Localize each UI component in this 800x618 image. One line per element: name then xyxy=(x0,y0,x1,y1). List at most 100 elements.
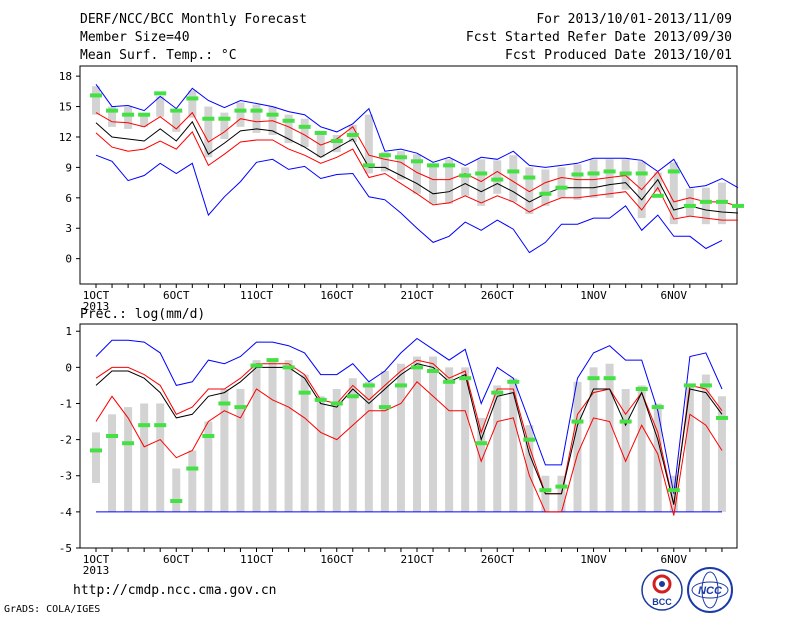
median-marker xyxy=(202,434,215,438)
median-marker xyxy=(170,499,183,504)
box-bar xyxy=(364,381,373,512)
median-marker xyxy=(346,132,359,137)
y-tick-label: 12 xyxy=(59,131,72,144)
box-bar xyxy=(589,159,598,198)
median-marker xyxy=(138,112,151,117)
series-line-min xyxy=(95,154,723,254)
median-marker xyxy=(699,383,712,388)
box-bar xyxy=(637,385,646,512)
y-tick-label: 0 xyxy=(65,253,72,266)
median-marker xyxy=(394,155,407,160)
y-tick-label: 6 xyxy=(65,192,72,205)
x-tick-label: 1OCT xyxy=(83,289,110,302)
box-bar xyxy=(685,385,694,512)
box-bar xyxy=(380,152,389,172)
median-marker xyxy=(90,93,102,98)
median-marker xyxy=(491,177,504,182)
box-bar xyxy=(236,102,245,127)
median-marker xyxy=(394,383,407,388)
box-bar xyxy=(509,378,518,512)
median-marker xyxy=(683,203,696,208)
series-line-max xyxy=(95,84,739,189)
series-line-mean xyxy=(95,120,739,214)
box-bar xyxy=(557,167,566,198)
box-bar xyxy=(589,367,598,512)
plot-frame xyxy=(79,323,738,549)
median-marker xyxy=(266,358,279,363)
box-bar xyxy=(108,414,117,512)
median-marker xyxy=(138,423,151,428)
median-marker xyxy=(106,434,119,438)
median-marker xyxy=(619,419,632,424)
median-marker xyxy=(587,171,600,176)
box-bar xyxy=(204,106,213,158)
box-bar xyxy=(252,104,261,133)
median-marker xyxy=(667,169,680,174)
box-bar xyxy=(541,169,550,206)
median-marker xyxy=(250,108,263,113)
box-bar xyxy=(461,167,470,196)
median-marker xyxy=(362,383,375,388)
box-bar xyxy=(477,159,486,206)
x-tick-label: 26OCT xyxy=(481,289,514,302)
box-bar xyxy=(316,130,325,158)
box-bar xyxy=(429,356,438,512)
box-bar xyxy=(669,162,678,225)
median-marker xyxy=(186,96,199,101)
series-line-mean xyxy=(95,363,723,505)
x-tick-label: 16OCT xyxy=(320,289,353,302)
median-marker xyxy=(154,423,167,428)
y-tick-label: 15 xyxy=(59,101,72,114)
median-marker xyxy=(443,163,456,168)
median-marker xyxy=(635,387,648,392)
median-marker xyxy=(330,401,343,406)
member-size-label: Member Size=40 xyxy=(80,30,190,45)
x-tick-label: 26OCT xyxy=(481,553,514,566)
y-tick-label: 18 xyxy=(59,70,72,83)
box-bar xyxy=(284,360,293,512)
box-bar xyxy=(124,407,133,512)
median-marker xyxy=(90,448,102,453)
median-marker xyxy=(346,394,359,399)
box-bar xyxy=(236,389,245,512)
x-tick-label: 16OCT xyxy=(320,553,353,566)
median-marker xyxy=(635,171,648,176)
series-line-lower xyxy=(95,131,738,221)
y-tick-label: 1 xyxy=(65,325,72,338)
median-marker xyxy=(683,383,696,388)
median-marker xyxy=(186,466,199,471)
box-bar xyxy=(396,363,405,512)
ncc-logo: NCC xyxy=(687,567,733,613)
median-marker xyxy=(491,390,504,395)
median-marker xyxy=(282,118,295,123)
box-bar xyxy=(172,112,181,132)
median-marker xyxy=(507,169,520,174)
box-bar xyxy=(701,187,710,225)
ncc-logo-text: NCC xyxy=(698,585,723,597)
y-tick-label: -2 xyxy=(59,434,72,447)
box-bar xyxy=(477,417,486,512)
median-marker xyxy=(539,488,552,493)
box-bar xyxy=(413,356,421,512)
box-bar xyxy=(605,159,614,198)
box-bar xyxy=(188,90,197,118)
box-bar xyxy=(92,432,100,483)
median-marker xyxy=(459,376,472,381)
y-tick-label: -1 xyxy=(59,397,72,410)
box-bar xyxy=(493,160,502,194)
box-bar xyxy=(204,421,213,512)
grads-credit: GrADS: COLA/IGES xyxy=(4,604,101,615)
box-bar xyxy=(509,155,518,202)
median-marker xyxy=(539,191,552,196)
median-marker xyxy=(202,116,215,121)
bcc-logo-text: BCC xyxy=(652,597,672,607)
box-bar xyxy=(445,367,454,512)
median-marker xyxy=(170,108,183,113)
box-bar xyxy=(300,374,309,512)
box-bar xyxy=(364,114,373,174)
box-bar xyxy=(140,403,149,512)
box-bar xyxy=(92,86,100,115)
panel-title: Prec.: log(mm/d) xyxy=(80,307,205,322)
